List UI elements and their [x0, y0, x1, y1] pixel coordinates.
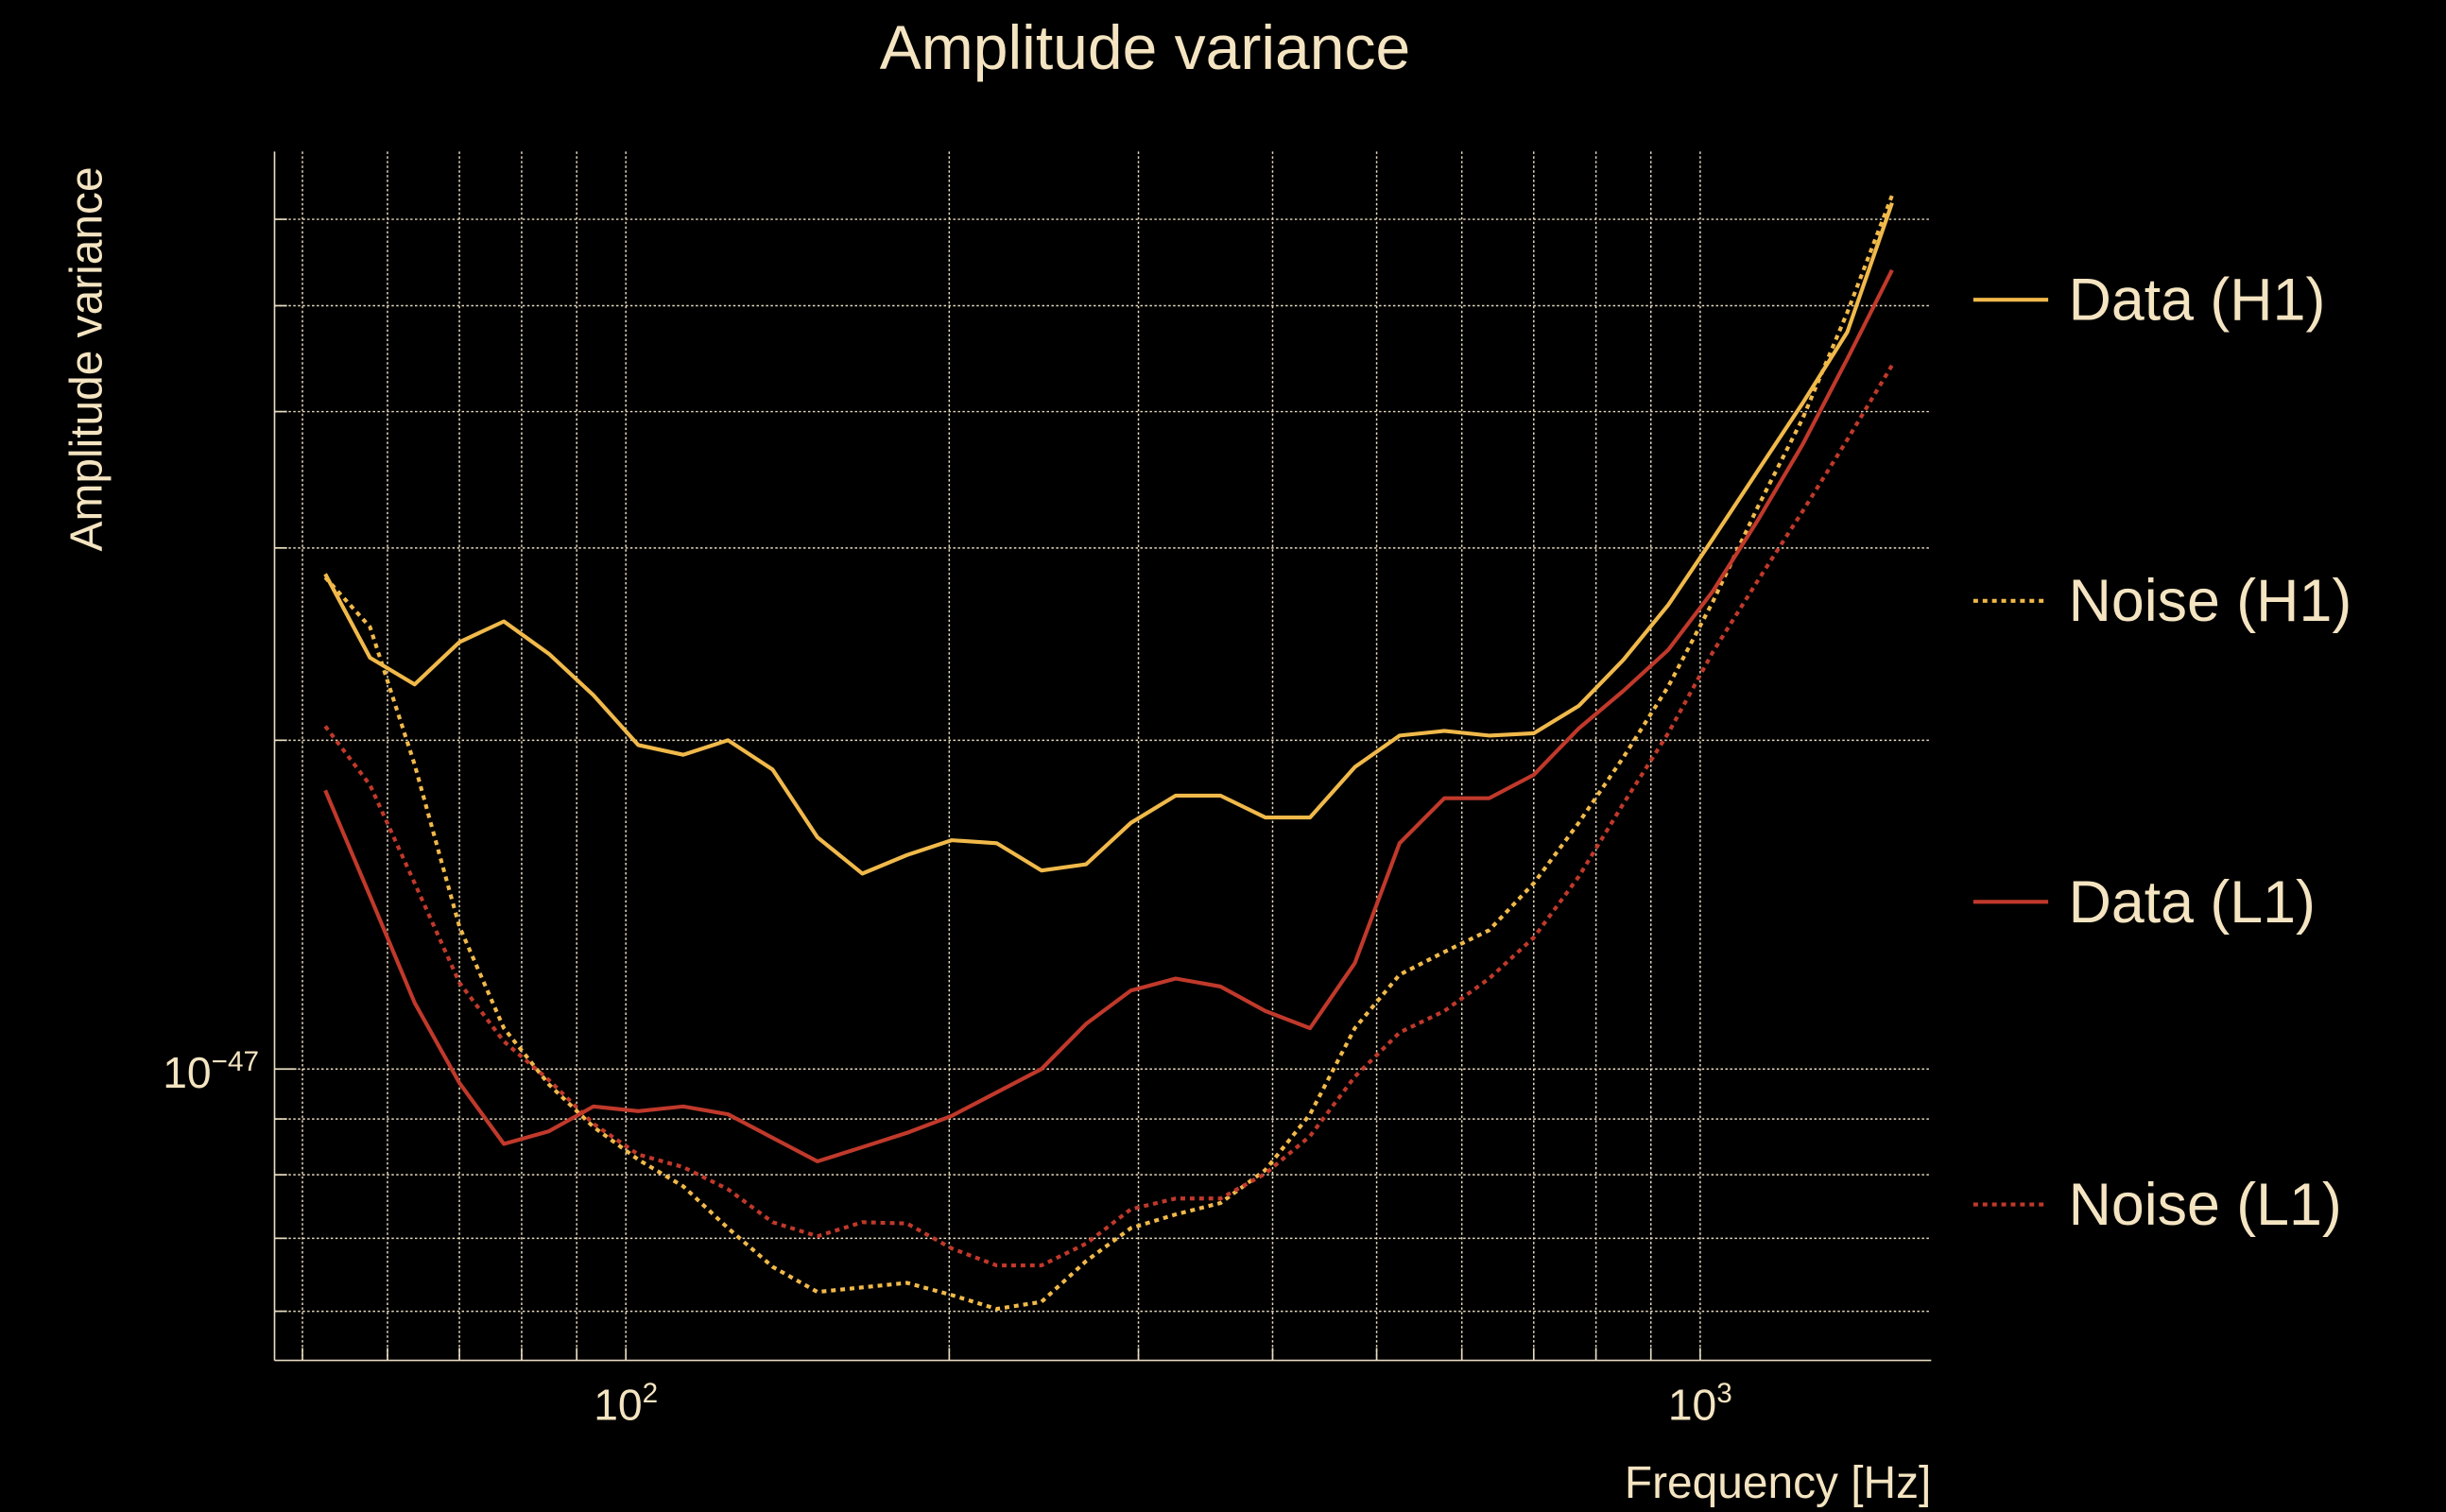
- x-axis-label: Frequency [Hz]: [1625, 1458, 1931, 1508]
- legend-label: Data (H1): [2069, 267, 2326, 334]
- legend-item-noise-h1: Noise (H1): [1972, 568, 2352, 634]
- legend-item-data-h1: Data (H1): [1972, 267, 2326, 334]
- y-axis-label: Amplitude variance: [61, 166, 112, 551]
- legend-item-noise-l1: Noise (L1): [1972, 1172, 2342, 1238]
- series-line-data-l1: [323, 268, 1894, 1164]
- legend-label: Data (L1): [2069, 869, 2316, 936]
- series-line-data-h1: [323, 202, 1894, 876]
- legend: Data (H1) Noise (H1) Data (L1) Noise (L1…: [1972, 267, 2352, 1238]
- series-lines: [323, 195, 1894, 1312]
- tick-labels: 102 103 10−47: [163, 1046, 1732, 1429]
- grid: [274, 151, 1932, 1361]
- chart-title: Amplitude variance: [880, 12, 1410, 82]
- legend-label: Noise (L1): [2069, 1172, 2342, 1238]
- series-line-noise-h1: [323, 195, 1894, 1312]
- x-tick-label-1000: 103: [1668, 1378, 1732, 1429]
- x-tick-label-100: 102: [594, 1378, 658, 1429]
- legend-item-data-l1: Data (L1): [1972, 869, 2316, 936]
- series-line-noise-l1: [323, 364, 1894, 1268]
- y-tick-label-1e-47: 10−47: [163, 1046, 259, 1097]
- legend-label: Noise (H1): [2069, 568, 2352, 634]
